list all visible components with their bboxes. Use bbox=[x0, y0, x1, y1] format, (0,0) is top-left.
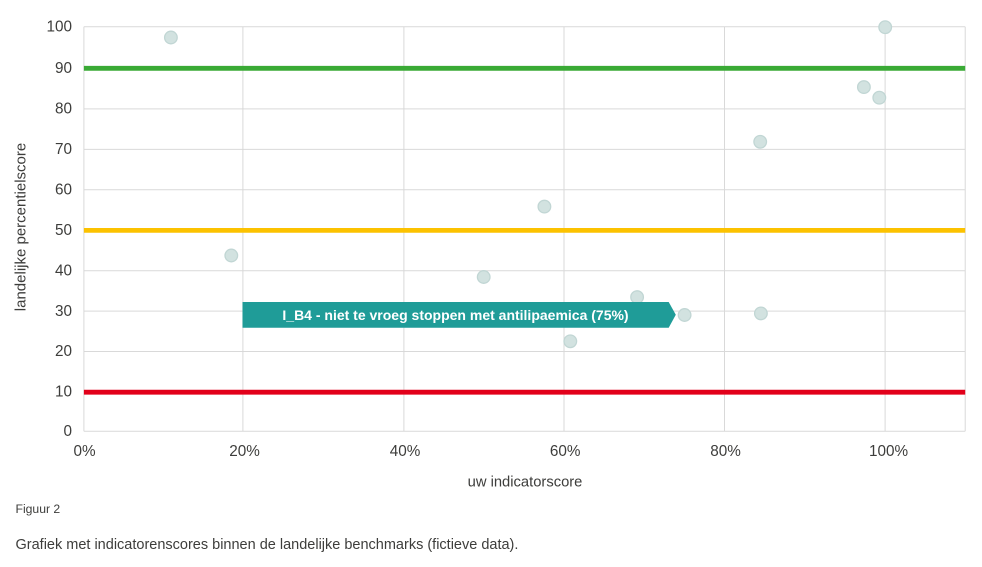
svg-text:90: 90 bbox=[55, 60, 72, 77]
svg-text:uw indicatorscore: uw indicatorscore bbox=[468, 474, 583, 490]
svg-text:20%: 20% bbox=[229, 443, 260, 460]
svg-text:Grafiek met indicatorenscores: Grafiek met indicatorenscores binnen de … bbox=[16, 537, 519, 553]
svg-text:100: 100 bbox=[46, 18, 72, 35]
svg-text:60%: 60% bbox=[550, 443, 581, 460]
svg-text:80%: 80% bbox=[710, 443, 741, 460]
svg-text:I_B4 - niet te vroeg stoppen m: I_B4 - niet te vroeg stoppen met antilip… bbox=[282, 307, 628, 323]
svg-text:Figuur 2: Figuur 2 bbox=[16, 502, 61, 516]
svg-text:20: 20 bbox=[55, 343, 72, 360]
svg-text:0%: 0% bbox=[73, 443, 96, 460]
svg-text:0: 0 bbox=[63, 423, 72, 440]
svg-text:100%: 100% bbox=[869, 443, 909, 460]
svg-text:10: 10 bbox=[55, 384, 72, 401]
svg-text:50: 50 bbox=[55, 222, 72, 239]
svg-text:landelijke percentielscore: landelijke percentielscore bbox=[13, 143, 30, 311]
svg-text:80: 80 bbox=[55, 101, 72, 118]
svg-text:40%: 40% bbox=[390, 443, 421, 460]
svg-text:40: 40 bbox=[55, 262, 72, 279]
svg-text:30: 30 bbox=[55, 303, 72, 320]
svg-text:60: 60 bbox=[55, 182, 72, 199]
svg-text:70: 70 bbox=[55, 141, 72, 158]
